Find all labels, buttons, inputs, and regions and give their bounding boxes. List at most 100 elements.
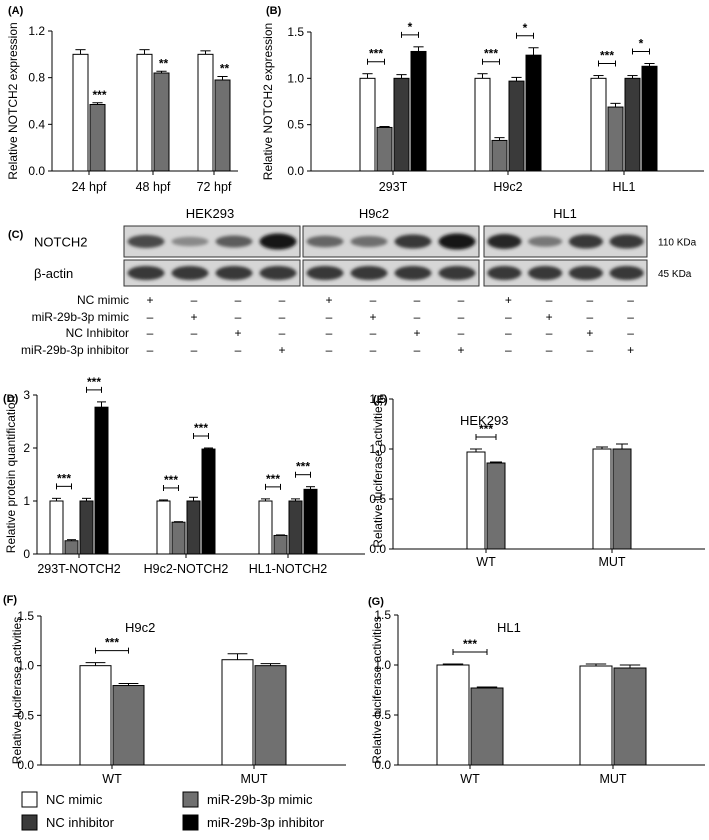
- bar: [186, 500, 201, 555]
- treatment-mark: –: [546, 326, 553, 340]
- bar: [197, 53, 214, 172]
- bar: [624, 77, 641, 172]
- treatment-mark: +: [627, 343, 634, 357]
- legend-swatch: [182, 814, 199, 831]
- bar: [136, 53, 153, 172]
- treatment-mark: +: [278, 343, 285, 357]
- treatment-mark: –: [587, 293, 594, 307]
- bar: [64, 540, 79, 555]
- y-tick-label: 0.5: [369, 492, 386, 506]
- x-tick-label: H9c2-NOTCH2: [144, 562, 229, 576]
- blot-band: [259, 266, 297, 280]
- blot-row-label: NOTCH2: [34, 235, 87, 250]
- treatment-mark: –: [546, 343, 553, 357]
- blot-band: [350, 266, 388, 280]
- bar: [156, 500, 171, 555]
- bar: [592, 448, 612, 550]
- treatment-mark: –: [587, 343, 594, 357]
- x-tick-label: 48 hpf: [136, 180, 171, 194]
- bar: [393, 77, 410, 172]
- significance-label: **: [159, 56, 169, 70]
- x-tick-label: 293T-NOTCH2: [37, 562, 120, 576]
- x-tick-label: MUT: [599, 772, 626, 786]
- blot-band: [438, 266, 476, 280]
- significance-label: ***: [296, 460, 310, 474]
- x-tick-label: 24 hpf: [72, 180, 107, 194]
- y-tick-label: 0.8: [28, 71, 45, 85]
- y-axis-label: Relative luciferase activities: [371, 400, 385, 547]
- y-tick-label: 0.0: [28, 164, 45, 178]
- treatment-mark: –: [147, 310, 154, 324]
- blot-band: [568, 266, 603, 280]
- blot-band: [171, 266, 209, 280]
- treatment-mark: –: [235, 343, 242, 357]
- x-tick-label: 72 hpf: [197, 180, 232, 194]
- panel-label: (C): [8, 229, 24, 241]
- y-tick-label: 2: [23, 441, 30, 455]
- blot-band: [306, 266, 344, 280]
- blot-band: [609, 266, 644, 280]
- y-tick-label: 0.4: [28, 117, 45, 131]
- significance-label: **: [220, 62, 230, 76]
- y-tick-label: 1.5: [287, 25, 304, 39]
- blot-band: [487, 266, 522, 280]
- treatment-mark: –: [505, 343, 512, 357]
- molecular-weight-label: 110 KDa: [658, 238, 697, 249]
- significance-label: ***: [164, 473, 178, 487]
- bar: [258, 500, 273, 555]
- y-axis-label: Relative NOTCH2 expression: [6, 22, 20, 179]
- treatment-mark: +: [505, 293, 512, 307]
- treatment-mark: –: [414, 293, 421, 307]
- treatment-mark: –: [235, 293, 242, 307]
- bar: [254, 665, 287, 766]
- treatment-mark: –: [191, 326, 198, 340]
- legend: NC mimic miR-29b-3p mimic NC inhibitor miR-…: [21, 791, 325, 831]
- bar: [466, 451, 486, 550]
- treatment-mark: +: [146, 293, 153, 307]
- treatment-mark: +: [457, 343, 464, 357]
- treatment-mark: –: [326, 343, 333, 357]
- treatment-mark: –: [546, 293, 553, 307]
- y-tick-label: 0.5: [17, 708, 34, 722]
- treatment-mark: –: [370, 343, 377, 357]
- panel-label: (G): [368, 596, 384, 608]
- blot-band: [127, 235, 165, 248]
- treatment-mark: –: [414, 310, 421, 324]
- significance-label: *: [408, 20, 413, 34]
- y-axis-label: Relative protein quantification: [4, 396, 18, 553]
- treatment-mark: +: [413, 326, 420, 340]
- treatment-mark: –: [326, 326, 333, 340]
- y-axis-label: Relative luciferase activities: [10, 617, 24, 764]
- bar: [491, 139, 508, 172]
- bar: [525, 54, 542, 172]
- blot-band: [394, 266, 432, 280]
- significance-label: ***: [369, 47, 383, 61]
- legend-label: NC mimic: [46, 792, 103, 807]
- bar: [273, 534, 288, 555]
- y-tick-label: 0.5: [374, 708, 391, 722]
- y-tick-label: 1.5: [369, 392, 386, 406]
- blot-band: [350, 236, 388, 247]
- bar: [436, 664, 470, 766]
- treatment-mark: –: [279, 310, 286, 324]
- y-tick-label: 1: [23, 494, 30, 508]
- x-tick-label: MUT: [240, 772, 267, 786]
- x-tick-label: HL1-NOTCH2: [249, 562, 328, 576]
- blot-band: [568, 234, 603, 249]
- treatment-mark: –: [326, 310, 333, 324]
- treatment-mark: –: [458, 293, 465, 307]
- molecular-weight-label: 45 KDa: [658, 269, 692, 280]
- x-tick-label: WT: [460, 772, 480, 786]
- bar: [288, 500, 303, 555]
- bar: [590, 77, 607, 172]
- bar: [470, 687, 504, 766]
- treatment-mark: –: [627, 293, 634, 307]
- treatment-mark: –: [370, 293, 377, 307]
- treatment-mark: –: [370, 326, 377, 340]
- y-tick-label: 0.0: [374, 758, 391, 772]
- cell-line-header: HL1: [553, 206, 577, 221]
- x-tick-label: HL1: [613, 180, 636, 194]
- cell-line-header: H9c2: [359, 206, 389, 221]
- bar: [613, 667, 647, 766]
